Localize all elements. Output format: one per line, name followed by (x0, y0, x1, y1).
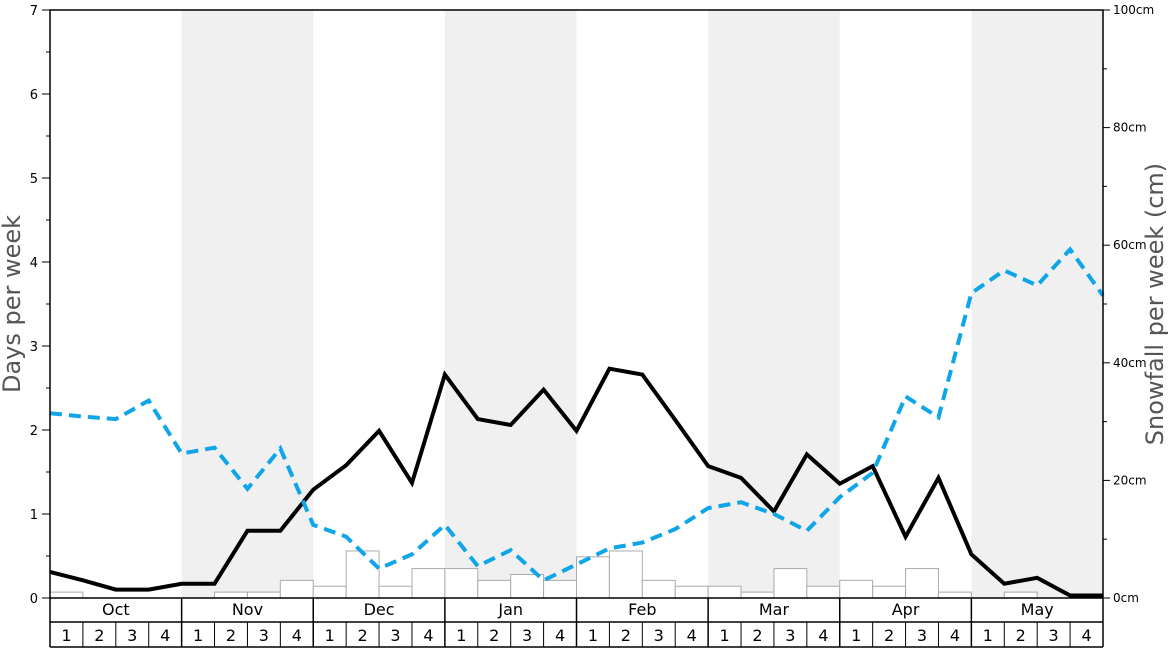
week-label: 4 (1081, 626, 1091, 645)
snowfall-bar (1003, 591, 1038, 599)
snowfall-bar (839, 579, 874, 599)
week-label: 4 (950, 626, 960, 645)
month-label-dec: Dec (364, 600, 395, 619)
week-label: 1 (325, 626, 335, 645)
snowfall-bar (49, 591, 84, 599)
week-label: 4 (687, 626, 697, 645)
snowfall-bar (378, 585, 413, 599)
left-tick-label: 4 (30, 256, 38, 271)
week-label: 2 (752, 626, 762, 645)
snowfall-bar (773, 568, 808, 599)
month-label-oct: Oct (102, 600, 130, 619)
week-label: 4 (818, 626, 828, 645)
right-tick-label: 100cm (1113, 3, 1154, 17)
snowfall-bar (806, 585, 841, 599)
week-label: 3 (522, 626, 532, 645)
month-label-feb: Feb (628, 600, 656, 619)
month-shade-mar (708, 10, 840, 598)
week-label: 3 (654, 626, 664, 645)
series-lines (49, 246, 1105, 598)
right-axis-title: Snowfall per week (cm) (1141, 163, 1168, 445)
snowfall-bar (905, 568, 939, 599)
month-shading (181, 10, 1103, 598)
snowfall-bar (246, 591, 281, 599)
right-tick-label: 60cm (1113, 238, 1147, 252)
snowfall-bar (345, 550, 380, 599)
snowfall-bar (279, 579, 314, 599)
right-tick-label: 0cm (1113, 591, 1139, 605)
week-label: 1 (193, 626, 203, 645)
snowfall-bar (641, 579, 676, 599)
week-label: 1 (851, 626, 861, 645)
month-label-jan: Jan (497, 600, 523, 619)
week-label: 1 (588, 626, 598, 645)
snowfall-bar (444, 568, 479, 599)
snowfall-bar (674, 585, 709, 599)
snowfall-bar (740, 591, 775, 599)
week-label: 2 (94, 626, 104, 645)
left-tick-label: 3 (30, 340, 38, 355)
snowfall-bar (608, 550, 643, 599)
week-label: 1 (456, 626, 466, 645)
snowfall-bar (937, 591, 972, 599)
left-tick-label: 6 (30, 88, 38, 103)
series-line-solid-black (49, 366, 1103, 598)
left-tick-label: 5 (30, 172, 38, 187)
week-label: 2 (358, 626, 368, 645)
week-label: 3 (917, 626, 927, 645)
week-label: 3 (1049, 626, 1059, 645)
week-label: 3 (259, 626, 269, 645)
right-axis: 0cm 20cm 40cm 60cm 80cm 100cm (1103, 3, 1154, 605)
month-shade-may (971, 10, 1103, 598)
week-label: 1 (719, 626, 729, 645)
week-label: 2 (621, 626, 631, 645)
month-label-nov: Nov (232, 600, 263, 619)
week-label: 1 (983, 626, 993, 645)
snowfall-bar (510, 573, 545, 599)
snowfall-bar (872, 585, 907, 599)
week-label: 4 (292, 626, 302, 645)
month-label-mar: Mar (759, 600, 790, 619)
left-axis-title: Days per week (0, 215, 26, 393)
left-tick-label: 0 (30, 592, 38, 607)
week-label: 1 (61, 626, 71, 645)
snowfall-bar (411, 568, 446, 599)
left-tick-label: 1 (30, 508, 38, 523)
series-line-dashed-blue (49, 246, 1105, 583)
right-tick-label: 20cm (1113, 473, 1147, 487)
week-label: 3 (127, 626, 137, 645)
week-label: 3 (785, 626, 795, 645)
week-label: 2 (884, 626, 894, 645)
month-shade-jan (444, 10, 577, 598)
week-label: 4 (423, 626, 433, 645)
left-axis: 0 1 2 3 4 5 6 7 (30, 4, 50, 607)
snowfall-bar (477, 579, 512, 599)
week-label: 2 (1016, 626, 1026, 645)
week-label: 4 (160, 626, 170, 645)
snowfall-bar (312, 585, 347, 599)
week-label: 4 (555, 626, 565, 645)
week-label: 2 (489, 626, 499, 645)
right-tick-label: 80cm (1113, 121, 1147, 135)
week-label: 2 (226, 626, 236, 645)
month-week-axis: Oct 1 2 3 4 Nov 1 2 3 4 Dec 1 2 3 4 Jan 1 2 3 4 Feb 1 2 3 4 Mar 1 2… (49, 598, 1104, 648)
month-label-apr: Apr (892, 600, 920, 619)
left-tick-label: 7 (30, 4, 38, 19)
snowfall-bar (707, 585, 742, 599)
month-shade-nov (181, 10, 314, 598)
month-label-may: May (1021, 600, 1054, 619)
snowfall-bar (214, 591, 248, 599)
week-label: 3 (390, 626, 400, 645)
left-tick-label: 2 (30, 424, 38, 439)
snowfall-bar (543, 579, 577, 599)
right-tick-label: 40cm (1113, 356, 1147, 370)
